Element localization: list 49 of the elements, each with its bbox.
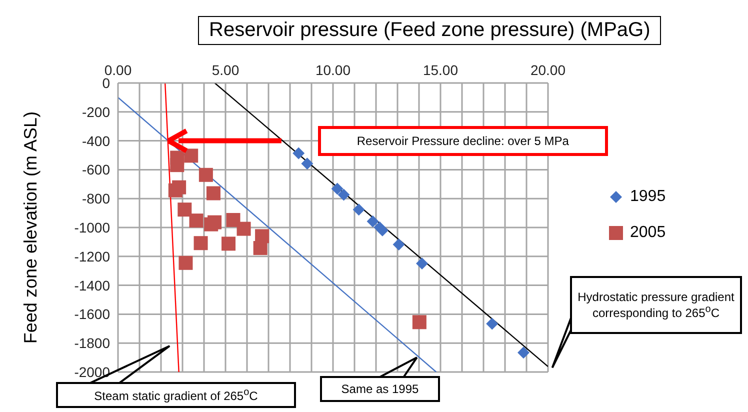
point xyxy=(301,158,314,170)
callout-box: Reservoir Pressure decline: over 5 MPa xyxy=(318,126,608,156)
point xyxy=(189,214,204,228)
x-tick-label: 20.00 xyxy=(530,62,566,78)
point xyxy=(184,148,198,163)
point xyxy=(292,147,305,160)
y-tick-label: -1600 xyxy=(74,306,110,322)
point xyxy=(206,186,220,200)
point xyxy=(392,238,405,251)
x-tick-label: 10.00 xyxy=(315,62,351,78)
point xyxy=(412,315,426,330)
y-tick-label: -1400 xyxy=(74,277,110,294)
point xyxy=(517,346,530,359)
point xyxy=(376,224,388,236)
point xyxy=(338,188,350,201)
point xyxy=(222,236,236,251)
callout-box: Steam static gradient of 265$^{o}$C xyxy=(56,382,296,408)
point xyxy=(172,180,186,194)
point xyxy=(194,236,208,250)
callout-box: Hydrostatic pressure gradient corresponding to 265$^{o}$C xyxy=(570,276,742,334)
point xyxy=(486,318,498,330)
point xyxy=(170,158,184,172)
y-tick-label: -1200 xyxy=(74,248,110,264)
y-tick-label: -800 xyxy=(82,190,110,207)
x-tick-label: 5.00 xyxy=(212,62,240,78)
point xyxy=(208,215,222,230)
y-tick-label: -1000 xyxy=(74,219,110,236)
y-tick-label: -600 xyxy=(82,162,110,178)
legend-label: 1995 xyxy=(630,188,666,206)
y-tick-label: -200 xyxy=(82,104,110,120)
legend-label: 2005 xyxy=(630,224,666,242)
point xyxy=(178,256,193,270)
point xyxy=(253,241,268,256)
annotation: Reservoir Pressure decline: over 5 MPa xyxy=(356,134,569,148)
point xyxy=(236,222,251,236)
point xyxy=(352,204,365,216)
y-tick-label: -400 xyxy=(82,132,110,149)
callout-box: Same as 1995 xyxy=(320,376,440,402)
point xyxy=(366,215,379,228)
x-tick-label: 15.00 xyxy=(422,62,458,78)
point xyxy=(198,168,213,182)
y-tick-label: -2000 xyxy=(74,364,110,380)
point xyxy=(226,212,240,227)
point xyxy=(178,202,192,217)
x-axis-title: Reservoir pressure (Feed zone pressure) (MPaG) xyxy=(198,16,662,45)
point xyxy=(416,257,428,270)
y-tick-label: -1800 xyxy=(74,335,110,352)
point xyxy=(331,182,344,195)
y-axis-title: Feed zone elevation (m ASL) xyxy=(20,111,40,344)
